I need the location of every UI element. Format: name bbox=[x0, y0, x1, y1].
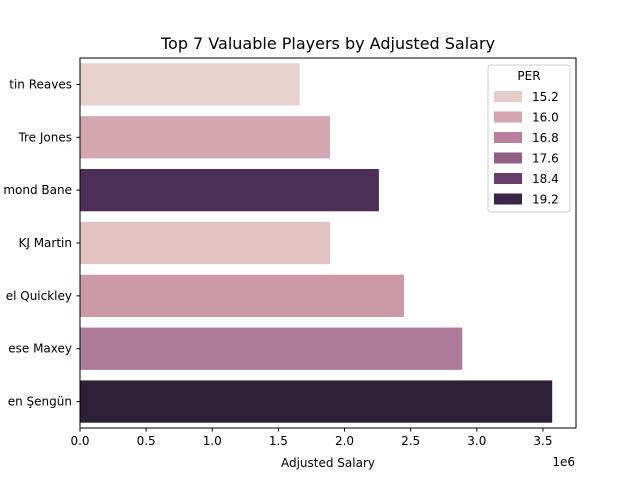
bar-5 bbox=[80, 274, 405, 317]
legend-label: 16.0 bbox=[532, 111, 559, 125]
bars-group bbox=[80, 63, 553, 423]
x-offset-text: 1e6 bbox=[552, 455, 575, 469]
legend-label: 17.6 bbox=[532, 152, 559, 166]
x-tick-label: 2.0 bbox=[335, 434, 354, 448]
bar-4 bbox=[80, 221, 330, 265]
legend-swatch bbox=[494, 152, 522, 164]
y-tick-label: tin Reaves bbox=[9, 77, 72, 91]
x-tick-label: 3.5 bbox=[533, 434, 552, 448]
legend-label: 19.2 bbox=[532, 193, 559, 207]
bar-3 bbox=[80, 169, 379, 212]
bar-1 bbox=[80, 63, 300, 106]
x-tick-label: 1.5 bbox=[269, 434, 288, 448]
x-axis-ticks: 0.0 0.5 1.0 1.5 2.0 2.5 3.0 3.5 bbox=[70, 428, 552, 448]
legend-swatch bbox=[494, 193, 522, 205]
legend-swatch bbox=[494, 111, 522, 123]
x-tick-label: 2.5 bbox=[401, 434, 420, 448]
bar-7 bbox=[80, 380, 553, 423]
axes-frame bbox=[79, 57, 577, 429]
y-tick-label: en Şengün bbox=[8, 395, 72, 409]
y-tick-label: el Quickley bbox=[6, 289, 72, 303]
bar-2 bbox=[80, 116, 330, 159]
y-tick-label: Tre Jones bbox=[17, 130, 72, 144]
bar-6 bbox=[80, 327, 463, 370]
x-tick-label: 1.0 bbox=[203, 434, 222, 448]
chart-title: Top 7 Valuable Players by Adjusted Salar… bbox=[160, 34, 495, 53]
legend-label: 16.8 bbox=[532, 131, 559, 145]
y-tick-label: mond Bane bbox=[3, 183, 72, 197]
legend-swatch bbox=[494, 173, 522, 184]
x-tick-label: 0.0 bbox=[70, 434, 89, 448]
legend-label: 15.2 bbox=[532, 90, 559, 104]
legend: PER 15.2 16.0 16.8 17.6 18.4 19.2 bbox=[487, 64, 571, 213]
y-tick-label: KJ Martin bbox=[18, 236, 72, 250]
y-tick-label: ese Maxey bbox=[8, 342, 72, 356]
legend-entries: 15.2 16.0 16.8 17.6 18.4 19.2 bbox=[494, 90, 559, 207]
legend-label: 18.4 bbox=[532, 172, 559, 186]
legend-title: PER bbox=[517, 69, 540, 83]
y-axis-ticks: tin Reaves Tre Jones mond Bane KJ Martin el … bbox=[3, 77, 80, 409]
x-tick-label: 0.5 bbox=[137, 434, 156, 448]
x-tick-label: 3.0 bbox=[467, 434, 486, 448]
x-axis-label: Adjusted Salary bbox=[281, 456, 375, 470]
legend-swatch bbox=[494, 132, 522, 143]
legend-swatch bbox=[494, 91, 522, 102]
